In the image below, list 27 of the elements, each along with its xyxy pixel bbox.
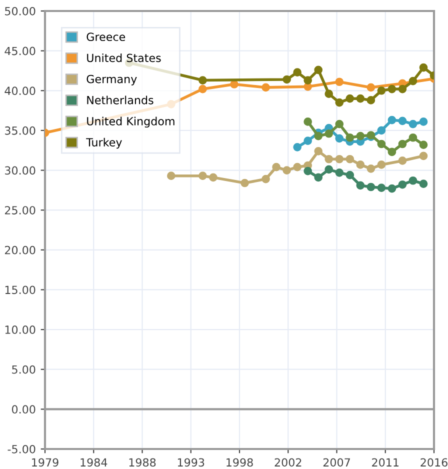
x-tick-label: 2011	[372, 458, 398, 467]
y-tick-label: -5.00	[8, 444, 36, 454]
x-tick-label: 1979	[32, 458, 58, 467]
x-tick-label: 2016	[420, 458, 448, 467]
legend-label: Germany	[86, 74, 137, 86]
legend-label: Turkey	[86, 138, 122, 149]
legend-label: United Kingdom	[87, 116, 174, 128]
x-tick-label: 2007	[323, 458, 350, 467]
x-tick-label: 2002	[274, 458, 302, 467]
legend-label: Greece	[86, 32, 126, 42]
x-tick-label: 1984	[80, 458, 108, 467]
y-tick-label: 40.00	[4, 86, 36, 96]
y-tick-label: 10.00	[5, 326, 36, 334]
x-tick-label: 1988	[129, 458, 156, 467]
x-tick-label: 1998	[226, 458, 253, 467]
y-tick-label: 45.00	[4, 46, 36, 56]
y-tick-label: 20.00	[4, 246, 36, 254]
x-tick-label: 1993	[178, 458, 204, 467]
y-tick-label: 5.00	[12, 365, 36, 374]
y-tick-label: 50.00	[5, 6, 36, 16]
y-tick-label: 30.00	[5, 166, 36, 175]
legend-label: Netherlands	[87, 96, 154, 104]
y-tick-label: 15.00	[5, 286, 36, 294]
y-tick-label: 0.00	[12, 405, 36, 414]
y-tick-label: 35.00	[5, 126, 36, 135]
y-tick-label: 25.00	[4, 206, 36, 214]
legend-label: United States	[87, 54, 161, 62]
